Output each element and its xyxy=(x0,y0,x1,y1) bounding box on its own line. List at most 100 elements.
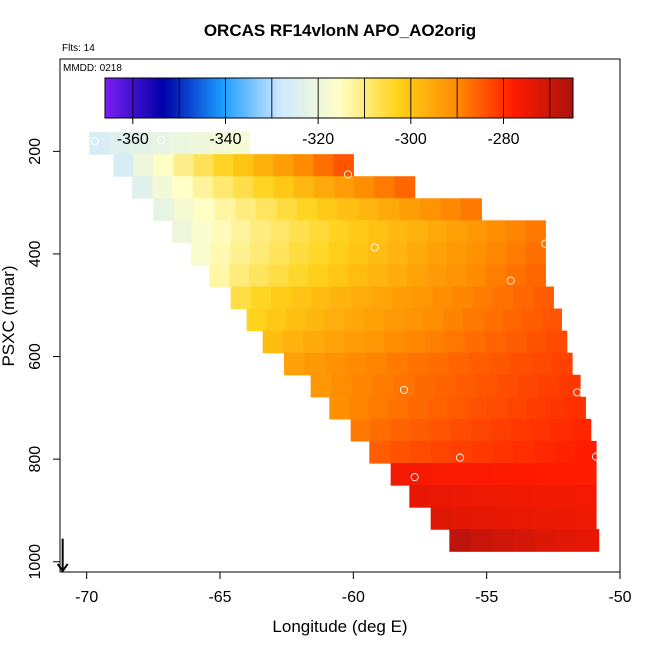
heatmap-cell xyxy=(534,440,556,464)
heatmap-cell xyxy=(526,330,547,354)
heatmap-cell xyxy=(470,529,493,552)
heatmap-cell xyxy=(412,286,433,310)
heatmap-cell xyxy=(550,418,572,442)
heatmap-cell xyxy=(505,264,527,288)
colorbar-swatch xyxy=(479,78,483,118)
heatmap-cell xyxy=(325,308,346,332)
colorbar-swatch xyxy=(546,78,551,118)
colorbar-swatch xyxy=(257,78,261,118)
heatmap-cell xyxy=(427,242,448,266)
x-tick-label: -70 xyxy=(75,589,98,606)
heatmap-cell xyxy=(284,352,306,376)
heatmap-cell xyxy=(250,220,271,243)
colorbar-swatch xyxy=(412,78,416,118)
colorbar-swatch xyxy=(482,78,486,118)
heatmap-cell xyxy=(463,308,484,332)
colorbar-swatch xyxy=(157,78,162,118)
heatmap-cell xyxy=(371,286,393,310)
colorbar-swatch xyxy=(271,78,276,118)
colorbar-swatch xyxy=(494,78,498,118)
heatmap-cell xyxy=(293,176,315,199)
heatmap-cell xyxy=(273,176,295,199)
heatmap-cell xyxy=(313,154,334,177)
colorbar-swatch xyxy=(537,78,542,118)
heatmap-cell xyxy=(266,308,287,332)
heatmap-cell xyxy=(388,396,409,420)
heatmap-cell xyxy=(450,418,472,442)
heatmap-cell xyxy=(533,286,554,310)
down-arrow-icon xyxy=(56,538,69,573)
colorbar-swatch xyxy=(230,78,235,118)
colorbar-swatch xyxy=(160,78,164,118)
sample-marker xyxy=(343,170,353,179)
colorbar-swatch xyxy=(242,78,246,118)
heatmap-cell xyxy=(432,286,454,310)
colorbar-swatch xyxy=(514,78,518,118)
heatmap-cell xyxy=(172,220,193,243)
colorbar-swatch xyxy=(166,78,170,118)
heatmap-cell xyxy=(533,485,556,508)
colorbar-swatch xyxy=(485,78,489,118)
heatmap-cell xyxy=(452,286,474,310)
heatmap-cell xyxy=(374,176,396,199)
x-tick-label: -50 xyxy=(608,589,631,606)
heatmap-cell xyxy=(485,330,507,354)
heatmap-cell xyxy=(214,198,236,221)
colorbar-swatch xyxy=(327,78,331,118)
colorbar-swatch xyxy=(213,78,217,118)
heatmap-cell xyxy=(192,176,214,199)
heatmap-cell xyxy=(430,418,452,442)
heatmap-cell xyxy=(455,374,478,398)
heatmap-cell xyxy=(230,286,252,310)
colorbar-swatch xyxy=(219,78,223,118)
heatmap-cell xyxy=(472,286,494,310)
colorbar-swatch xyxy=(344,78,349,118)
colorbar-swatch xyxy=(125,78,129,118)
heatmap-cell xyxy=(210,242,231,266)
colorbar-swatch xyxy=(183,78,188,118)
heatmap-cell xyxy=(358,198,380,221)
heatmap-cell xyxy=(173,198,195,221)
heatmap-cell xyxy=(486,242,507,266)
sample-marker xyxy=(506,276,515,285)
heatmap-cell xyxy=(525,220,546,243)
colorbar-swatch xyxy=(312,78,317,118)
colorbar-swatch xyxy=(426,78,431,118)
heatmap-cell xyxy=(209,132,230,155)
colorbar-swatch xyxy=(260,78,264,118)
heatmap-cell xyxy=(430,485,452,508)
heatmap-cell xyxy=(366,352,388,376)
y-tick-label: 800 xyxy=(27,446,44,473)
heatmap-cell xyxy=(386,352,409,376)
colorbar-swatch xyxy=(415,78,419,118)
colorbar-swatch xyxy=(298,78,302,118)
heatmap-cell xyxy=(530,418,552,442)
heatmap-cell xyxy=(460,198,482,221)
heatmap-cell xyxy=(329,220,350,243)
heatmap-cell xyxy=(394,176,416,199)
heatmap-cell xyxy=(109,132,130,155)
heatmap-cell xyxy=(378,198,400,221)
colorbar-swatch xyxy=(172,78,176,118)
heatmap-cell xyxy=(450,485,473,508)
colorbar-swatch xyxy=(461,78,466,118)
colorbar-swatch xyxy=(306,78,311,118)
colorbar-swatch xyxy=(145,78,150,118)
sample-marker xyxy=(242,136,251,145)
colorbar-swatch xyxy=(517,78,521,118)
heatmap-cell xyxy=(443,308,464,332)
heatmap-cell xyxy=(282,330,304,354)
sample-marker xyxy=(573,388,582,397)
colorbar-tick-label: -280 xyxy=(487,131,519,148)
heatmap-cell xyxy=(253,176,274,199)
heatmap-cell xyxy=(410,418,432,442)
heatmap-cell xyxy=(230,242,251,266)
y-tick-label: 400 xyxy=(27,240,44,267)
y-tick-label: 200 xyxy=(27,138,44,165)
heatmap-cell xyxy=(492,529,514,552)
colorbar-tick-label: -360 xyxy=(117,131,149,148)
colorbar-swatch xyxy=(464,78,469,118)
heatmap-cell xyxy=(337,198,359,221)
y-axis: 200 400 600 800 1000 xyxy=(27,138,60,580)
heatmap-cell xyxy=(286,308,307,332)
